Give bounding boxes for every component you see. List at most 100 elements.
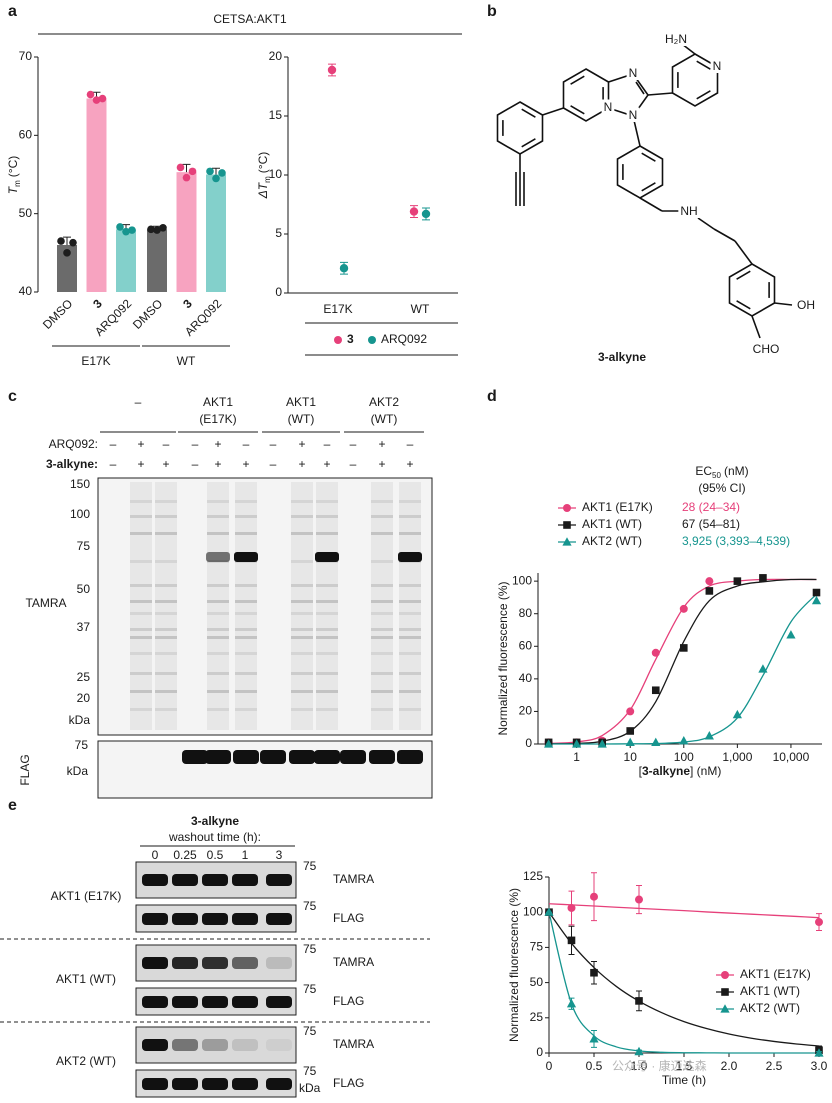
lane-sign: –	[192, 457, 199, 471]
data-point	[116, 223, 124, 231]
row-label: AKT1 (WT)	[56, 972, 116, 986]
legend-marker	[334, 336, 342, 344]
band	[232, 996, 258, 1008]
lane-sign: +	[214, 457, 221, 471]
faint-band	[207, 515, 229, 518]
mw-marker: 25	[77, 670, 91, 684]
bond	[734, 240, 753, 265]
faint-band	[235, 690, 257, 693]
faint-band	[316, 532, 338, 535]
faint-band	[291, 708, 313, 711]
faint-band	[316, 600, 338, 603]
band	[142, 1078, 168, 1090]
blot-title: 3-alkyne	[191, 814, 239, 828]
data-point	[679, 604, 688, 613]
blot-label: FLAG	[333, 911, 364, 925]
mw-marker: 75	[303, 1024, 317, 1038]
lane-sign: –	[350, 457, 357, 471]
mw-marker: 75	[77, 539, 91, 553]
faint-band	[130, 600, 152, 603]
data-point	[544, 907, 554, 916]
x-tick-label: 1.5	[676, 1059, 693, 1073]
faint-band	[291, 600, 313, 603]
bond	[713, 228, 736, 242]
faint-band	[371, 584, 393, 587]
faint-band	[316, 690, 338, 693]
data-point	[651, 648, 660, 657]
data-point	[206, 167, 214, 176]
data-point	[679, 735, 689, 745]
faint-band	[399, 628, 421, 631]
faint-band	[371, 628, 393, 631]
faint-band	[155, 584, 177, 587]
y-tick-label: 0	[275, 285, 282, 299]
row-label: 3-alkyne:	[46, 457, 98, 471]
band	[206, 552, 230, 562]
band	[202, 913, 228, 925]
faint-band	[371, 515, 393, 518]
data-point	[212, 174, 220, 183]
faint-band	[207, 708, 229, 711]
blot-label: FLAG	[333, 1076, 364, 1090]
lane-sign: +	[406, 457, 413, 471]
band	[202, 874, 228, 886]
x-tick-label: 1.0	[631, 1059, 648, 1073]
faint-band	[291, 628, 313, 631]
faint-band	[207, 690, 229, 693]
x-tick-label: 2.5	[766, 1059, 783, 1073]
gel-image	[97, 477, 433, 736]
lane-sign: +	[242, 457, 249, 471]
faint-band	[207, 612, 229, 615]
bond	[774, 302, 793, 306]
bar	[206, 174, 226, 292]
lane-sign: –	[270, 457, 277, 471]
faint-band	[291, 560, 313, 563]
lane-sign: –	[110, 457, 117, 471]
panel-letter: c	[8, 388, 17, 405]
y-tick-label: 80	[519, 606, 533, 620]
faint-band	[155, 628, 177, 631]
x-tick-label: 10	[624, 750, 638, 764]
data-point	[812, 588, 821, 597]
faint-band	[235, 500, 257, 503]
faint-band	[371, 672, 393, 675]
faint-band	[371, 500, 393, 503]
lane-sign: –	[163, 437, 170, 451]
lane-group-label: (WT)	[371, 412, 398, 426]
y-tick-label: 40	[519, 671, 533, 685]
y-tick-label: 60	[19, 128, 33, 142]
label-part: T	[6, 185, 20, 194]
band	[315, 552, 339, 562]
data-point	[188, 167, 197, 176]
band	[266, 1039, 292, 1051]
lane-sign: +	[214, 437, 221, 451]
band	[340, 750, 366, 764]
ec50-label: 28 (24–34)	[682, 500, 740, 514]
band	[172, 874, 198, 886]
legend-marker	[368, 336, 376, 344]
blot-label: TAMRA	[333, 872, 374, 886]
faint-band	[399, 652, 421, 655]
data-point	[69, 238, 77, 247]
bar	[176, 172, 197, 292]
lane-sign: –	[407, 437, 414, 451]
x-tick-label: 3	[180, 296, 195, 311]
legend-marker	[720, 1004, 730, 1013]
faint-band	[316, 612, 338, 615]
data-point	[86, 90, 95, 99]
blot-label: TAMRA	[333, 1037, 374, 1051]
label-part: 50	[712, 471, 721, 480]
ec50-label: 3,925 (3,393–4,539)	[682, 534, 790, 548]
x-tick-label: 1,000	[722, 750, 752, 764]
faint-band	[371, 690, 393, 693]
mw-marker: 75	[75, 738, 89, 752]
lane-smear	[291, 482, 313, 730]
faint-band	[235, 708, 257, 711]
label-part: [	[639, 764, 643, 778]
x-tick-label: 10,000	[773, 750, 810, 764]
faint-band	[316, 708, 338, 711]
legend-label: AKT2 (WT)	[740, 1001, 800, 1015]
data-point	[327, 65, 337, 75]
bond	[736, 300, 751, 310]
y-tick-label: 20	[269, 49, 283, 63]
